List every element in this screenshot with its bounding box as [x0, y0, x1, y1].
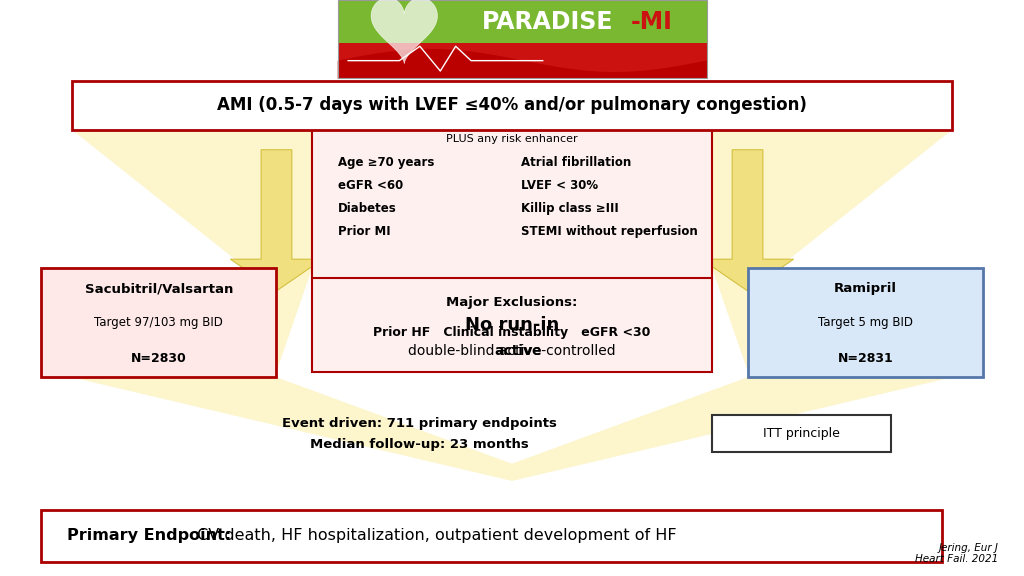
Text: Prior HF   Clinical instability   eGFR <30: Prior HF Clinical instability eGFR <30: [374, 327, 650, 339]
Text: Age ≥70 years: Age ≥70 years: [338, 156, 434, 169]
Text: N=2831: N=2831: [838, 353, 893, 365]
Text: Killip class ≥III: Killip class ≥III: [521, 202, 618, 215]
Text: active: active: [495, 344, 542, 358]
Text: double-blind active-controlled: double-blind active-controlled: [409, 344, 615, 358]
Bar: [338, 0, 707, 43]
Text: ITT principle: ITT principle: [763, 427, 840, 440]
Bar: [748, 268, 983, 377]
Text: PARADISE: PARADISE: [482, 10, 613, 34]
Text: Jering, Eur J
Heart Fail. 2021: Jering, Eur J Heart Fail. 2021: [915, 543, 998, 564]
Text: Sacubitril/Valsartan: Sacubitril/Valsartan: [85, 282, 232, 295]
Text: Median follow-up: 23 months: Median follow-up: 23 months: [310, 438, 529, 451]
Text: Event driven: 711 primary endpoints: Event driven: 711 primary endpoints: [283, 417, 557, 430]
Text: Target 5 mg BID: Target 5 mg BID: [818, 316, 912, 329]
Text: Diabetes: Diabetes: [338, 202, 396, 215]
Polygon shape: [230, 150, 323, 291]
Text: eGFR <60: eGFR <60: [338, 179, 403, 192]
Bar: [41, 510, 942, 562]
Text: AMI (0.5-7 days with LVEF ≤40% and/or pulmonary congestion): AMI (0.5-7 days with LVEF ≤40% and/or pu…: [217, 96, 807, 114]
Bar: [338, 43, 707, 78]
Text: Major Exclusions:: Major Exclusions:: [446, 296, 578, 309]
Polygon shape: [72, 377, 952, 481]
Text: PLUS any risk enhancer: PLUS any risk enhancer: [446, 134, 578, 145]
Bar: [312, 278, 712, 372]
Polygon shape: [72, 130, 952, 268]
Bar: [41, 268, 276, 377]
Text: No run-in: No run-in: [465, 316, 559, 335]
Polygon shape: [701, 150, 794, 291]
Text: N=2830: N=2830: [131, 353, 186, 365]
Polygon shape: [371, 0, 437, 63]
Bar: [338, 0, 707, 78]
Text: Prior MI: Prior MI: [338, 225, 390, 238]
Text: -MI: -MI: [631, 10, 672, 34]
Bar: [72, 81, 952, 130]
Text: STEMI without reperfusion: STEMI without reperfusion: [521, 225, 698, 238]
Text: LVEF < 30%: LVEF < 30%: [521, 179, 598, 192]
Bar: [712, 415, 891, 452]
Polygon shape: [712, 268, 952, 372]
Text: Atrial fibrillation: Atrial fibrillation: [521, 156, 632, 169]
Text: Ramipril: Ramipril: [834, 282, 897, 295]
Bar: [312, 127, 712, 279]
Text: Primary Endpoint:: Primary Endpoint:: [67, 528, 230, 543]
Text: CV death, HF hospitalization, outpatient development of HF: CV death, HF hospitalization, outpatient…: [191, 528, 677, 543]
Polygon shape: [72, 268, 312, 372]
Text: Target 97/103 mg BID: Target 97/103 mg BID: [94, 316, 223, 329]
